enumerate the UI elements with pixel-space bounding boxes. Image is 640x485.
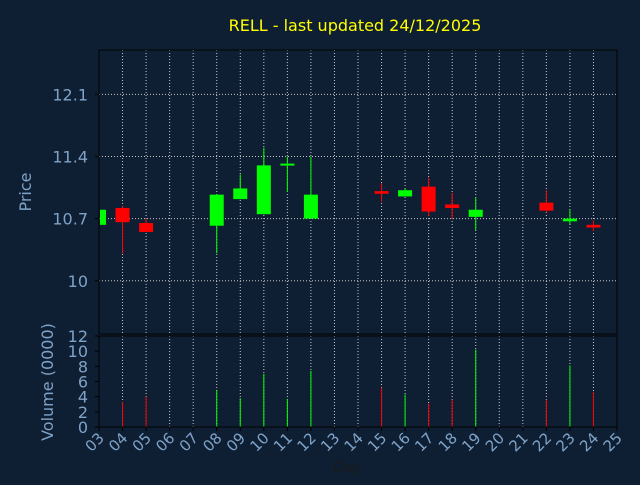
candle [209, 194, 224, 254]
volume-tick-label: 8 [78, 357, 88, 376]
volume-tick-label: 12 [68, 327, 88, 346]
candle-body [586, 224, 601, 228]
candle [280, 156, 295, 192]
candle-body [468, 209, 483, 217]
day-tick-label: 24 [576, 429, 602, 455]
day-tick-label: 13 [317, 429, 343, 455]
day-tick-label: 10 [246, 429, 272, 455]
day-tick-label: 22 [529, 429, 555, 455]
candle [421, 177, 436, 216]
day-tick-label: 17 [411, 429, 437, 455]
day-tick-label: 21 [505, 429, 531, 455]
volume-tick-label: 4 [78, 388, 88, 407]
candle [256, 147, 271, 215]
volume-tick-label: 0 [78, 418, 88, 437]
day-tick-label: 16 [388, 429, 414, 455]
candle [398, 188, 413, 197]
candle-body [374, 191, 389, 194]
candle [562, 209, 577, 224]
candle [539, 190, 554, 213]
chart-title: RELL - last updated 24/12/2025 [229, 16, 482, 35]
volume-tick-label: 10 [68, 342, 88, 361]
price-tick-label: 11.4 [52, 148, 88, 167]
candle-body [115, 207, 130, 223]
candle [586, 220, 601, 232]
volume-tick-label: 2 [78, 403, 88, 422]
volume-tick-label: 6 [78, 373, 88, 392]
price-frame [98, 49, 618, 335]
day-tick-label: 09 [223, 429, 249, 455]
day-axis-label: Day [333, 460, 361, 476]
candle-body [445, 204, 460, 208]
day-tick-label: 07 [176, 429, 202, 455]
price-panel: 10 10.7 11.4 12.1 [52, 49, 618, 335]
candle [115, 206, 130, 254]
candle-body [209, 194, 224, 226]
volume-axis-label: Volume (0000) [38, 323, 57, 441]
candle-body [421, 186, 436, 212]
price-tick-label: 10 [68, 272, 88, 291]
day-tick-label: 23 [553, 429, 579, 455]
day-tick-label: 25 [600, 429, 626, 455]
price-axis-label: Price [16, 172, 35, 211]
candle-body [398, 190, 413, 197]
day-tick-label: 18 [435, 429, 461, 455]
candle-body [280, 163, 295, 166]
day-tick-label: 11 [270, 429, 296, 455]
day-tick-label: 08 [199, 429, 225, 455]
candle [468, 197, 483, 231]
day-tick-label: 12 [294, 429, 320, 455]
day-tick-label: 05 [129, 429, 155, 455]
candle-body [303, 194, 318, 219]
candle [98, 207, 106, 225]
candle-body [539, 202, 554, 211]
day-tick-label: 20 [482, 429, 508, 455]
day-tick-label: 15 [364, 429, 390, 455]
day-tick-label: 19 [458, 429, 484, 455]
candle [303, 156, 318, 219]
candle-body [100, 209, 106, 225]
candle-body [233, 188, 248, 200]
candle-body [256, 165, 271, 215]
candle [233, 174, 248, 200]
candle [374, 183, 389, 202]
price-tick-label: 10.7 [52, 210, 88, 229]
day-tick-label: 04 [105, 429, 131, 455]
candle-body [562, 218, 577, 222]
candle [445, 192, 460, 219]
day-tick-label: 06 [152, 429, 178, 455]
candle-body [139, 223, 154, 232]
volume-panel: 0246810120304050607080910111213141516171… [68, 327, 626, 455]
candle [139, 218, 154, 232]
day-tick-label: 14 [341, 429, 367, 455]
price-tick-label: 12.1 [52, 85, 88, 104]
